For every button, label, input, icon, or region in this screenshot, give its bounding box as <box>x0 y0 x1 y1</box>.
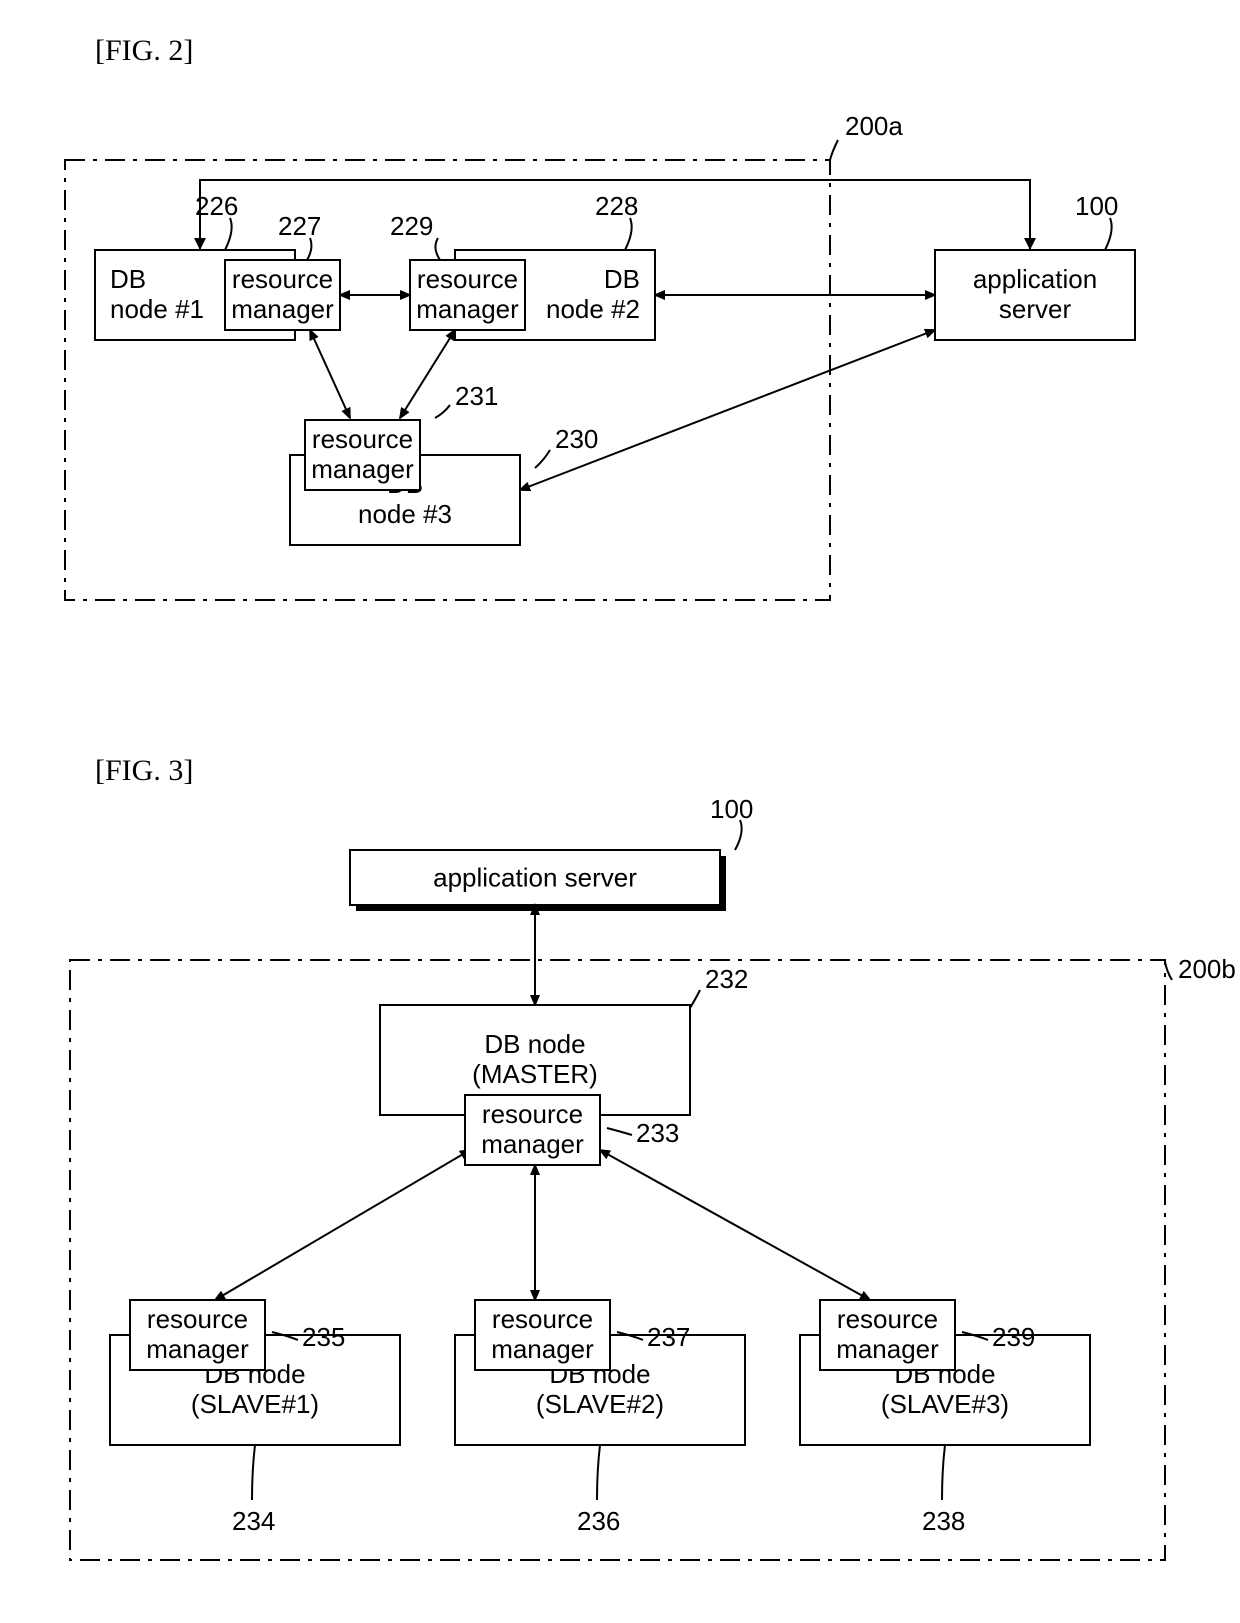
fig3-ref-5: 237 <box>647 1322 690 1352</box>
ref-db3: 230 <box>555 424 598 454</box>
ref-200a: 200a <box>845 111 903 141</box>
fig3-ref-4: 235 <box>302 1322 345 1352</box>
ref-app: 100 <box>1075 191 1118 221</box>
fig3-ref-2: 232 <box>705 964 748 994</box>
resource-manager-3-label: resourcemanager <box>311 424 414 484</box>
fig3-ref-0: 100 <box>710 794 753 824</box>
app-server-fig3-label: application server <box>433 863 637 893</box>
fig3-ref-6: 239 <box>992 1322 1035 1352</box>
fig3-title: [FIG. 3] <box>95 754 193 787</box>
fig3-ref-8: 236 <box>577 1506 620 1536</box>
ref-db1: 226 <box>195 191 238 221</box>
ref-rm1: 227 <box>278 211 321 241</box>
resource-manager-slave-1-label: resourcemanager <box>146 1304 249 1364</box>
resource-manager-master-label: resourcemanager <box>481 1099 584 1159</box>
ref-db2: 228 <box>595 191 638 221</box>
ref-rm2: 229 <box>390 211 433 241</box>
db-node-master-label: DB node(MASTER) <box>472 1029 598 1089</box>
resource-manager-slave-2-label: resourcemanager <box>491 1304 594 1364</box>
diagram-canvas: [FIG. 2]DBnode #1DBnode #2DBnode #3appli… <box>0 0 1240 1623</box>
fig2-title: [FIG. 2] <box>95 34 193 67</box>
ref-rm3: 231 <box>455 381 498 411</box>
fig3-ref-3: 233 <box>636 1118 679 1148</box>
fig3-ref-1: 200b <box>1178 954 1236 984</box>
resource-manager-2-label: resourcemanager <box>416 264 519 324</box>
fig3-ref-7: 234 <box>232 1506 275 1536</box>
fig3-ref-9: 238 <box>922 1506 965 1536</box>
resource-manager-1-label: resourcemanager <box>231 264 334 324</box>
resource-manager-slave-3-label: resourcemanager <box>836 1304 939 1364</box>
